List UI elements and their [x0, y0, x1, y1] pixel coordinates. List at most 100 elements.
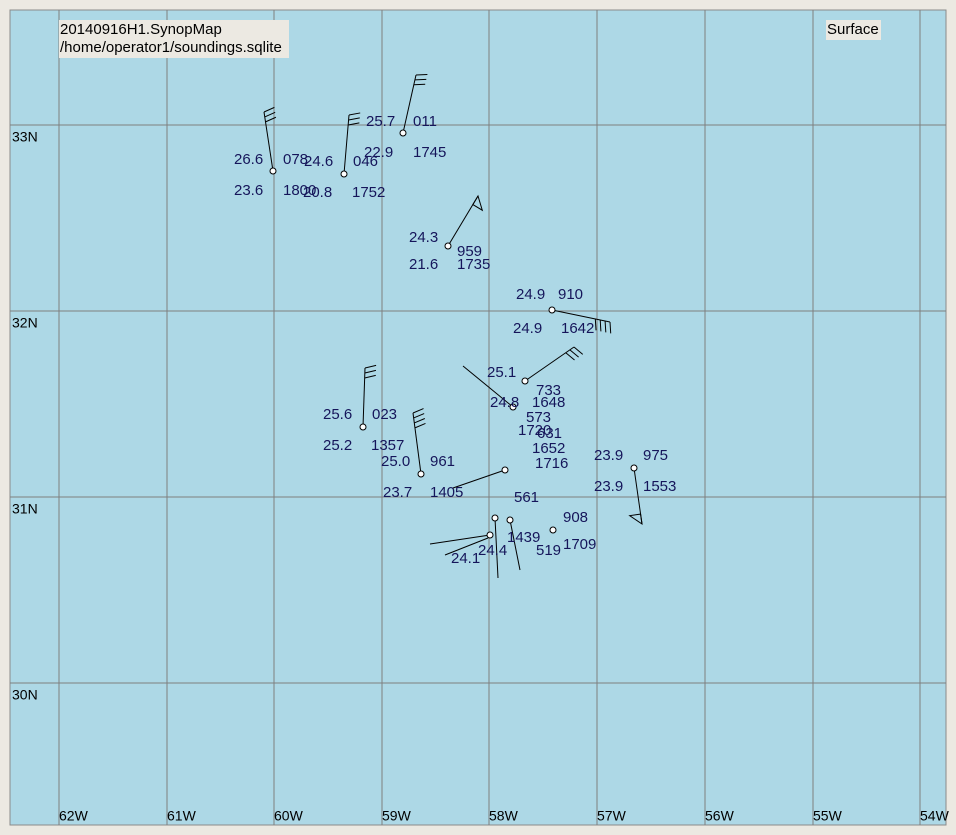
station-temperature: 25.0 [381, 453, 410, 470]
station-circle [340, 170, 348, 178]
longitude-label: 61W [167, 808, 197, 824]
wind-barb-flag [609, 321, 612, 334]
station-temperature: 23.9 [594, 447, 623, 464]
station-id: 046 [353, 153, 378, 170]
station-circle [399, 129, 407, 137]
station-dewpoint: 23.9 [594, 478, 623, 495]
map-title: 20140916H1.SynopMap [60, 21, 222, 38]
longitude-label: 57W [597, 808, 627, 824]
wind-barb-flag [569, 349, 579, 358]
wind-barb-flag [413, 413, 425, 419]
wind-barb-flag [414, 418, 426, 424]
station-circle [269, 167, 277, 175]
station-dewpoint: 23.6 [234, 182, 263, 199]
wind-barb-pennant [472, 194, 484, 212]
cluster-label: 519 [536, 542, 561, 559]
wind-barb-flag [414, 78, 427, 81]
station-temperature: 25.6 [323, 406, 352, 423]
station-temperature: 24.6 [304, 153, 333, 170]
station-id: 011 [413, 113, 437, 130]
wind-barb-flag [594, 318, 597, 331]
station-dewpoint: 24.9 [513, 320, 542, 337]
wind-barb-flag [364, 369, 377, 374]
latitude-label: 31N [12, 501, 38, 517]
station-time: 1745 [413, 144, 446, 161]
wind-barb-flag [364, 374, 376, 379]
station-temperature: 25.1 [487, 364, 516, 381]
wind-barb-staff [452, 469, 506, 489]
station-time: 1642 [561, 320, 594, 337]
station-circle [506, 516, 514, 524]
longitude-label: 56W [705, 808, 735, 824]
station-circle [549, 526, 557, 534]
header-box [59, 20, 289, 58]
station-temperature: 25.7 [366, 113, 395, 130]
wind-barb-staff [429, 534, 491, 545]
cluster-label: 24.4 [478, 542, 507, 559]
wind-barb-flag [415, 73, 428, 76]
cluster-label: 908 [563, 509, 588, 526]
longitude-label: 55W [813, 808, 843, 824]
cluster-label: 1720 [518, 422, 551, 439]
station-circle [491, 514, 499, 522]
wind-barb-pennant [628, 513, 643, 526]
map-source: /home/operator1/soundings.sqlite [60, 39, 282, 56]
latitude-label: 30N [12, 687, 38, 703]
wind-barb-flag [412, 408, 424, 414]
cluster-label: 1709 [563, 536, 596, 553]
station-id: 959 [457, 243, 482, 260]
station-temperature: 26.6 [234, 151, 263, 168]
wind-barb-flag [263, 106, 275, 113]
wind-barb-flag [604, 320, 607, 333]
level-box [826, 20, 881, 40]
station-time: 1553 [643, 478, 676, 495]
station-time: 1752 [352, 184, 385, 201]
wind-barb-flag [573, 346, 584, 355]
wind-barb-staff [494, 517, 499, 579]
station-id: 975 [643, 447, 668, 464]
station-dewpoint: 20.8 [303, 184, 332, 201]
wind-barb-flag [348, 122, 360, 126]
latitude-label: 32N [12, 315, 38, 331]
wind-barb-flag [264, 111, 276, 118]
wind-barb-flag [413, 83, 426, 86]
station-dewpoint: 22.9 [364, 144, 393, 161]
station-circle [521, 377, 529, 385]
station-circle [359, 423, 367, 431]
station-time: 1800 [283, 182, 316, 199]
wind-barb-flag [348, 112, 361, 116]
longitude-label: 62W [59, 808, 89, 824]
station-id: 910 [558, 286, 583, 303]
station-time: 1405 [430, 484, 463, 501]
cluster-label: 1439 [507, 529, 540, 546]
station-dewpoint: 21.6 [409, 256, 438, 273]
station-circle [444, 242, 452, 250]
cluster-label: 573 [526, 409, 551, 426]
wind-barb-flag [348, 117, 360, 121]
cluster-label: 631 [537, 425, 562, 442]
longitude-label: 54W [920, 808, 950, 824]
grid: 33N 32N 31N 30N 62W 61W 60W 59W 58W 57W 56W 55W 54W [10, 10, 950, 825]
wind-barb-flag [265, 116, 277, 123]
longitude-label: 60W [274, 808, 304, 824]
map-area [9, 9, 947, 826]
cluster-label: 1648 [532, 394, 565, 411]
wind-barb-staff [412, 412, 422, 475]
cluster-label: 1716 [535, 455, 568, 472]
station-circle [501, 466, 509, 474]
station-temperature: 24.3 [409, 229, 438, 246]
wind-barb-flag [565, 352, 575, 361]
station-id: 023 [372, 406, 397, 423]
station-time: 1735 [457, 256, 490, 273]
station-circle [630, 464, 638, 472]
station-circle [509, 403, 517, 411]
station-id: 961 [430, 453, 455, 470]
cluster-label: 733 [536, 382, 561, 399]
wind-barb-staff [462, 365, 514, 408]
wind-barb-flag [414, 423, 426, 429]
cluster-label: 24.1 [451, 550, 480, 567]
station-circle [417, 470, 425, 478]
cluster-label: 24.8 [490, 394, 519, 411]
station-temperature: 24.9 [516, 286, 545, 303]
